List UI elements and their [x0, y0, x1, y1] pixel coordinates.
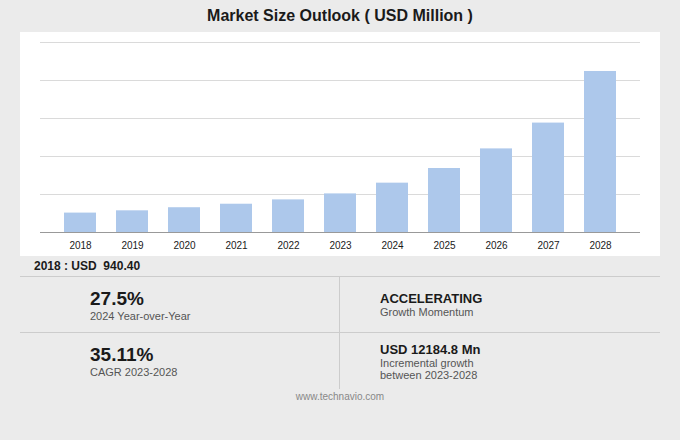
svg-text:2028: 2028	[589, 240, 612, 251]
svg-text:2020: 2020	[173, 240, 196, 251]
svg-text:2018: 2018	[69, 240, 92, 251]
svg-text:2025: 2025	[433, 240, 456, 251]
svg-text:2019: 2019	[121, 240, 144, 251]
svg-text:2027: 2027	[537, 240, 560, 251]
svg-text:2022: 2022	[277, 240, 300, 251]
html-text:CAGR 2023-2028: CAGR 2023-2028	[90, 366, 178, 378]
html-text:27.5%: 27.5%	[90, 287, 144, 309]
html-text:between 2023-2028: between 2023-2028	[380, 368, 478, 381]
svg-text:2026: 2026	[485, 240, 508, 251]
html-text:www.technavio.com: www.technavio.com	[295, 391, 385, 402]
svg-text:2023: 2023	[329, 240, 352, 251]
html-text:2018 : USD 940.40: 2018 : USD 940.40	[34, 259, 141, 273]
svg-text:2024: 2024	[381, 240, 404, 251]
html-text:ACCELERATING: ACCELERATING	[380, 291, 483, 306]
html-text:2024 Year-over-Year: 2024 Year-over-Year	[90, 309, 191, 322]
html-text:35.11%: 35.11%	[90, 344, 154, 365]
html-text:USD 12184.8 Mn: USD 12184.8 Mn	[380, 341, 481, 357]
svg-text:2021: 2021	[225, 240, 248, 251]
html-text:Market Size Outlook ( USD Mill: Market Size Outlook ( USD Million )	[207, 7, 473, 24]
html-text:Incremental growth: Incremental growth	[380, 356, 474, 369]
html-text:Growth Momentum: Growth Momentum	[380, 306, 474, 318]
